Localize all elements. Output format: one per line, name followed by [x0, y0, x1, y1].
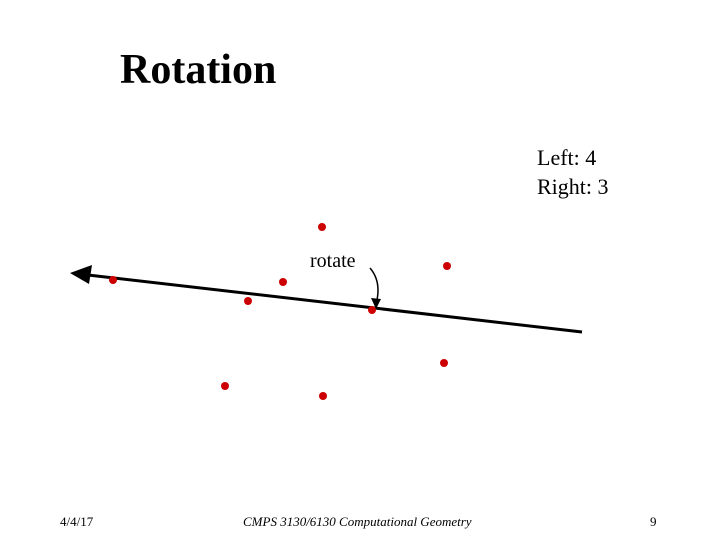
- point-set: [109, 223, 451, 400]
- rotate-arrowhead-icon: [371, 298, 381, 309]
- slide-title: Rotation: [120, 47, 277, 93]
- point: [319, 392, 327, 400]
- point: [109, 276, 117, 284]
- footer-page-number: 9: [650, 514, 657, 529]
- footer-course: CMPS 3130/6130 Computational Geometry: [243, 514, 472, 529]
- rotate-label: rotate: [310, 250, 356, 272]
- point: [443, 262, 451, 270]
- pivot-point: [368, 306, 376, 314]
- right-count: Right: 3: [537, 174, 609, 199]
- point: [221, 382, 229, 390]
- point: [318, 223, 326, 231]
- line-arrowhead-icon: [70, 265, 92, 284]
- point: [279, 278, 287, 286]
- side-counts: Left: 4 Right: 3: [537, 143, 609, 201]
- footer-date: 4/4/17: [60, 514, 94, 529]
- rotating-line: [87, 273, 583, 334]
- point: [244, 297, 252, 305]
- point: [440, 359, 448, 367]
- left-count: Left: 4: [537, 145, 597, 170]
